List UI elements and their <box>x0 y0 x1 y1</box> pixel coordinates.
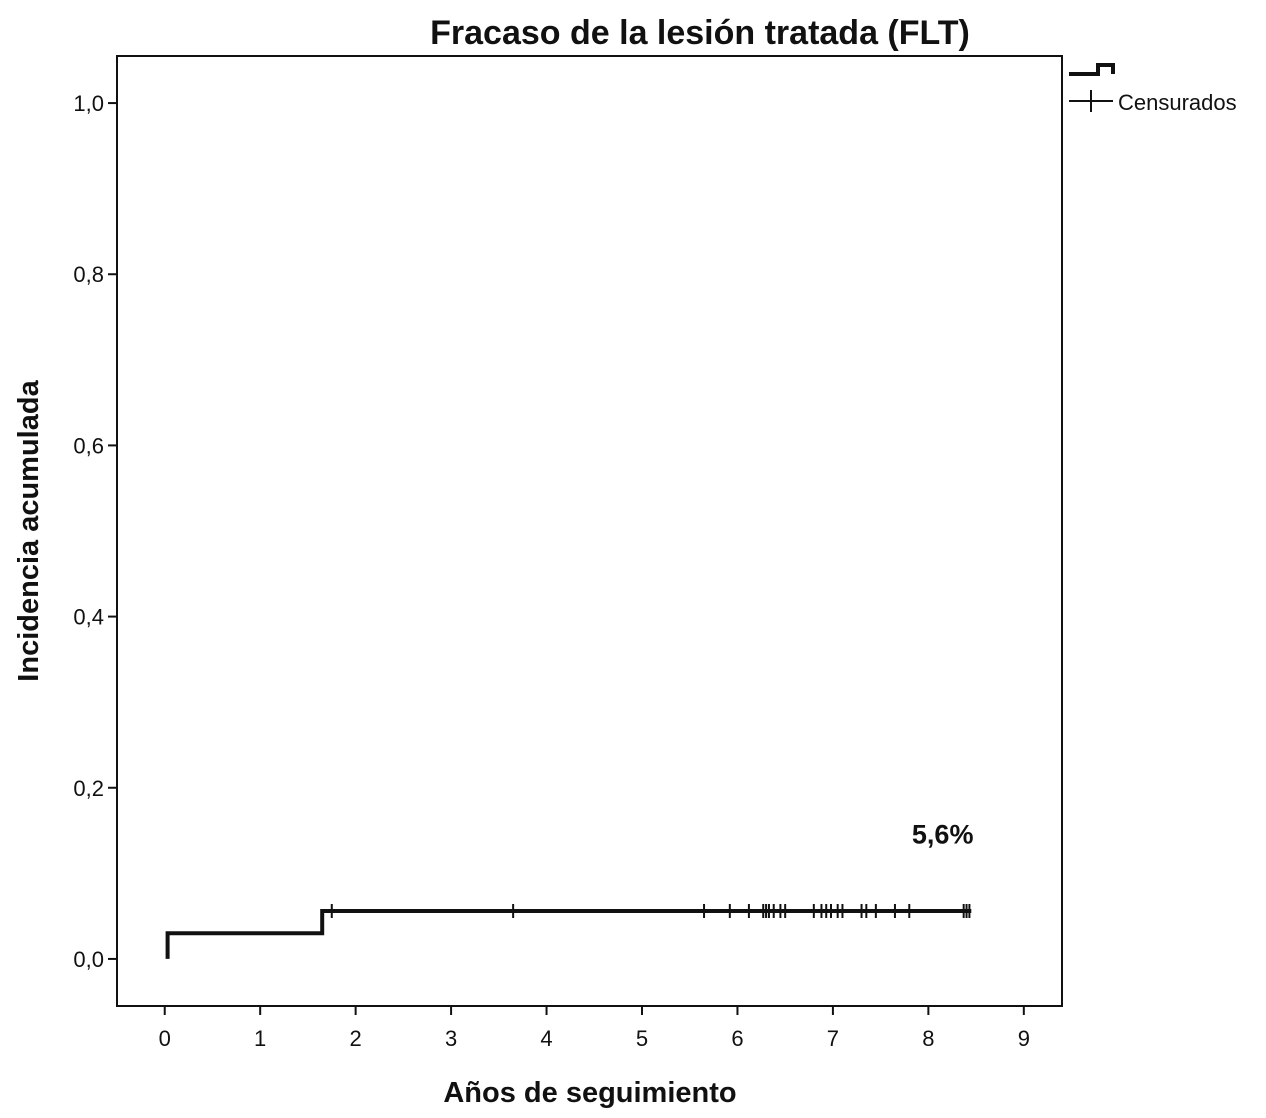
x-tick-label: 4 <box>540 1026 552 1051</box>
x-tick-label: 8 <box>922 1026 934 1051</box>
x-tick-label: 5 <box>636 1026 648 1051</box>
x-axis-label: Años de seguimiento <box>443 1077 736 1109</box>
legend: Censurados <box>1069 63 1237 115</box>
legend-step-symbol <box>1069 63 1115 76</box>
y-tick-label: 0,0 <box>73 947 104 972</box>
annotations: 5,6% <box>912 819 974 849</box>
y-axis-ticks: 0,0 0,2 0,4 0,6 0,8 1,0 <box>73 91 117 972</box>
annotation-label: 5,6% <box>912 819 974 849</box>
x-tick-label: 1 <box>254 1026 266 1051</box>
y-tick-label: 0,6 <box>73 433 104 458</box>
x-tick-label: 2 <box>350 1026 362 1051</box>
x-axis-ticks: 0 1 2 3 4 5 6 7 8 9 <box>159 1006 1030 1051</box>
y-tick-label: 1,0 <box>73 91 104 116</box>
y-tick-label: 0,8 <box>73 262 104 287</box>
x-tick-label: 7 <box>827 1026 839 1051</box>
x-tick-label: 3 <box>445 1026 457 1051</box>
plot-frame <box>116 55 1063 1007</box>
x-tick-label: 9 <box>1018 1026 1030 1051</box>
x-tick-label: 6 <box>731 1026 743 1051</box>
y-axis-label: Incidencia acumulada <box>13 379 45 681</box>
x-tick-label: 0 <box>159 1026 171 1051</box>
chart-title: Fracaso de la lesión tratada (FLT) <box>430 14 970 52</box>
y-tick-label: 0,2 <box>73 776 104 801</box>
cumulative-incidence-step-line <box>165 909 972 959</box>
legend-label-censurados: Censurados <box>1118 90 1237 115</box>
series-layer <box>165 909 972 959</box>
y-tick-label: 0,4 <box>73 605 104 630</box>
censor-markers <box>330 904 971 918</box>
